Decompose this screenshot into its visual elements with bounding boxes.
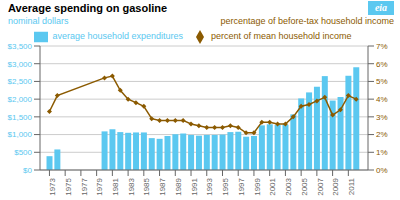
svg-text:2011: 2011 [347,177,356,195]
html-text:average household expenditures: average household expenditures [52,31,183,42]
svg-text:6%: 6% [376,60,388,69]
svg-text:1997: 1997 [237,177,246,195]
svg-text:1%: 1% [376,148,388,157]
svg-text:2009: 2009 [331,177,340,195]
svg-text:1989: 1989 [174,177,183,195]
svg-text:2003: 2003 [284,177,293,195]
svg-text:2005: 2005 [300,177,309,195]
svg-text:2001: 2001 [268,177,277,195]
svg-text:1973: 1973 [48,177,57,195]
html-text:nominal dollars: nominal dollars [8,16,69,26]
svg-text:2007: 2007 [316,177,325,195]
svg-text:$0: $0 [23,166,32,175]
svg-text:1979: 1979 [95,177,104,195]
svg-text:1995: 1995 [221,177,230,195]
svg-text:3%: 3% [376,113,388,122]
svg-text:2%: 2% [376,130,388,139]
svg-text:1987: 1987 [158,177,167,195]
svg-text:$500: $500 [14,148,32,157]
svg-text:1975: 1975 [64,177,73,195]
svg-text:1991: 1991 [190,177,199,195]
svg-text:1977: 1977 [80,177,89,195]
html-text:eia: eia [374,2,388,13]
html-text:percent of mean household inco: percent of mean household income [211,31,352,42]
svg-text:1993: 1993 [205,177,214,195]
svg-text:$1,500: $1,500 [8,113,33,122]
svg-text:$3,500: $3,500 [8,42,33,51]
svg-text:1999: 1999 [253,177,262,195]
svg-text:$2,500: $2,500 [8,77,33,86]
svg-text:7%: 7% [376,42,388,51]
svg-text:0%: 0% [376,166,388,175]
svg-text:$3,000: $3,000 [8,60,33,69]
svg-text:1981: 1981 [111,177,120,195]
svg-text:4%: 4% [376,95,388,104]
html-text:percentage of before-tax house: percentage of before-tax household incom… [220,16,394,26]
svg-text:$1,000: $1,000 [8,130,33,139]
svg-text:$2,000: $2,000 [8,95,33,104]
svg-text:1985: 1985 [143,177,152,195]
svg-text:1983: 1983 [127,177,136,195]
html-text:Average spending on gasoline: Average spending on gasoline [8,2,168,14]
svg-text:5%: 5% [376,77,388,86]
